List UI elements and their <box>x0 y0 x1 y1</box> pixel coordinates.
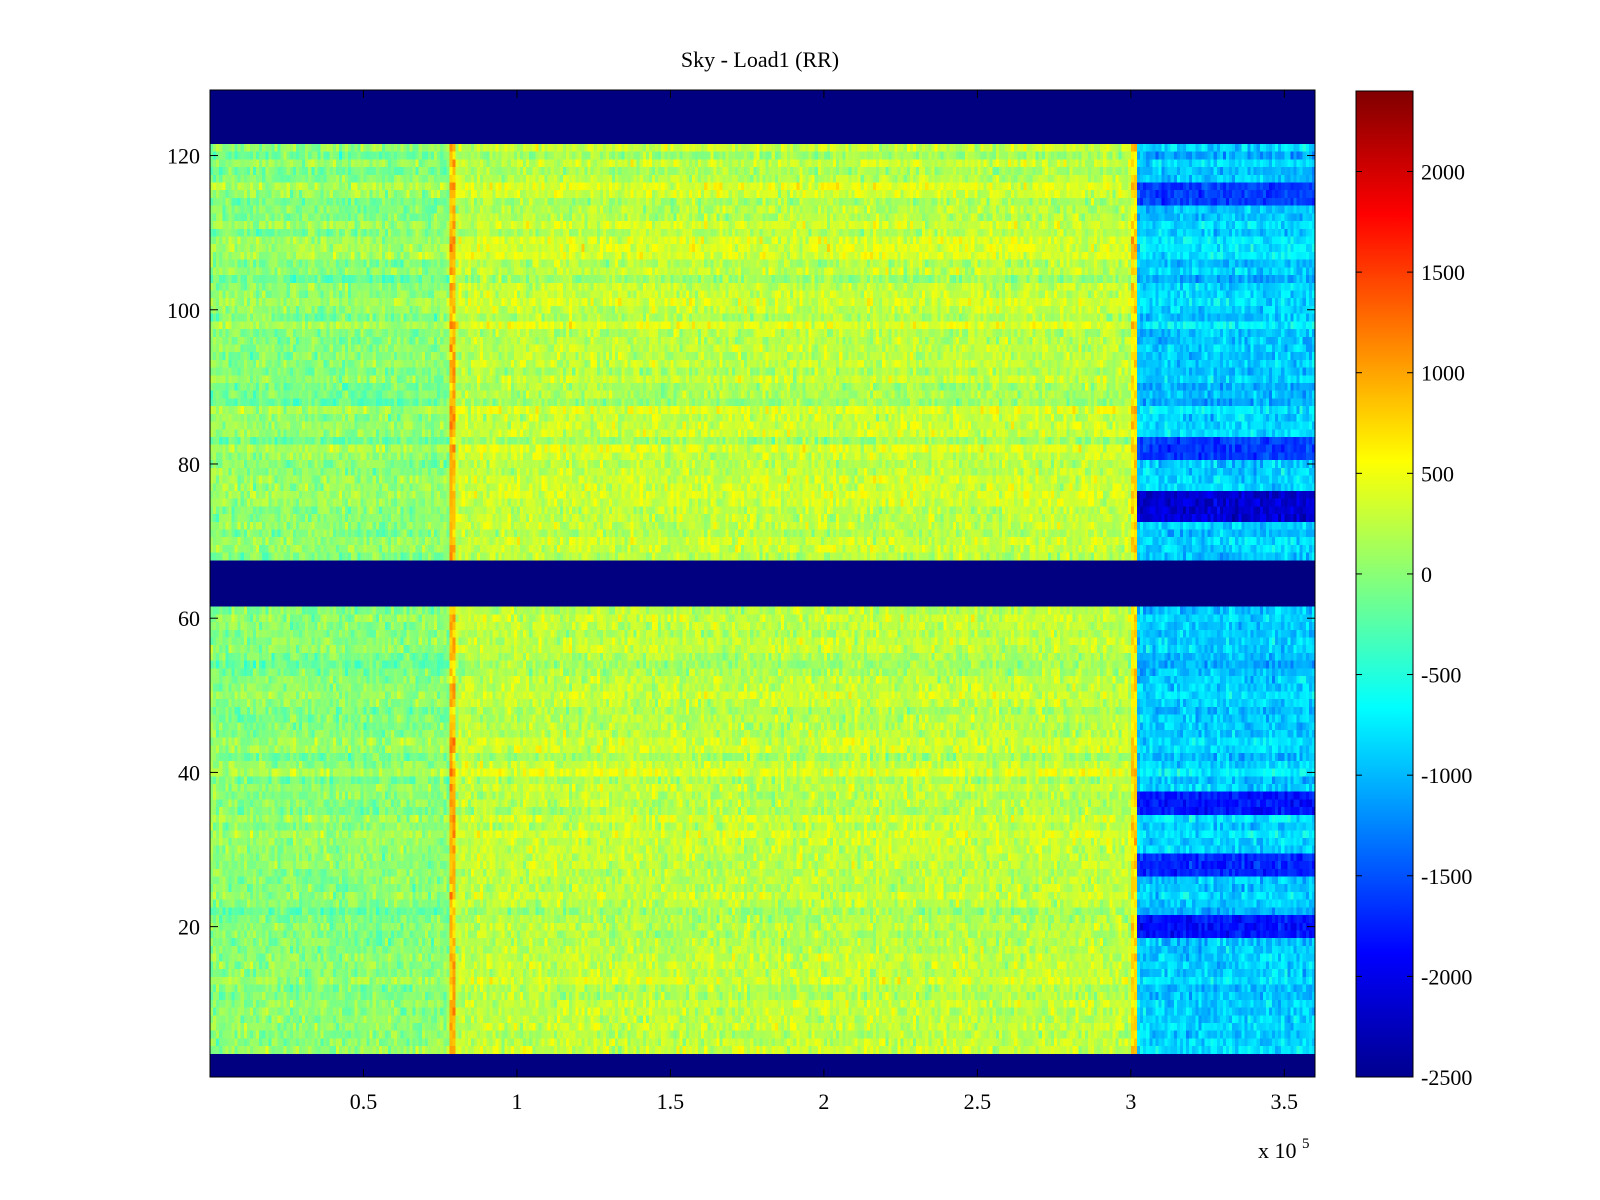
colorbar-tick-label: 2000 <box>1421 159 1465 184</box>
x-multiplier-base: x 10 <box>1258 1138 1297 1163</box>
x-multiplier-label: x 10 5 <box>1258 1136 1310 1163</box>
colorbar-tick-label: 500 <box>1421 461 1454 486</box>
x-tick-label: 3.5 <box>1271 1089 1299 1114</box>
y-tick-label: 100 <box>167 298 200 323</box>
heatmap-raster <box>210 90 1315 1077</box>
x-tick-label: 3 <box>1125 1089 1136 1114</box>
y-tick-label: 120 <box>167 144 200 169</box>
x-tick-label: 1 <box>511 1089 522 1114</box>
colorbar-tick-label: -1500 <box>1421 864 1472 889</box>
y-tick-label: 40 <box>178 760 200 785</box>
y-axis: 20 40 60 80 100 120 <box>167 144 1315 940</box>
x-tick-label: 2 <box>818 1089 829 1114</box>
colorbar-tick-label: -1000 <box>1421 763 1472 788</box>
x-tick-label: 2.5 <box>964 1089 992 1114</box>
colorbar-axis: 2000 1500 1000 500 0 -500 -1000 -1500 -2000 -2500 <box>1356 159 1472 1090</box>
colorbar-tick-label: -2000 <box>1421 964 1472 989</box>
colorbar-tick-label: 0 <box>1421 562 1432 587</box>
x-tick-label: 1.5 <box>657 1089 685 1114</box>
x-multiplier-exponent: 5 <box>1302 1136 1310 1152</box>
y-tick-label: 60 <box>178 606 200 631</box>
colorbar-tick-label: -500 <box>1421 663 1461 688</box>
y-tick-label: 80 <box>178 452 200 477</box>
x-axis: 0.5 1 1.5 2 2.5 3 3.5 <box>350 90 1298 1114</box>
x-tick-label: 0.5 <box>350 1089 378 1114</box>
chart-title: Sky - Load1 (RR) <box>681 47 839 72</box>
plot-frame <box>209 89 1316 1078</box>
colorbar-tick-label: 1500 <box>1421 260 1465 285</box>
colorbar-tick-label: 1000 <box>1421 361 1465 386</box>
colorbar <box>1355 90 1414 1078</box>
heatmap-image <box>210 90 1315 1077</box>
colorbar-tick-label: -2500 <box>1421 1065 1472 1090</box>
y-tick-label: 20 <box>178 915 200 940</box>
